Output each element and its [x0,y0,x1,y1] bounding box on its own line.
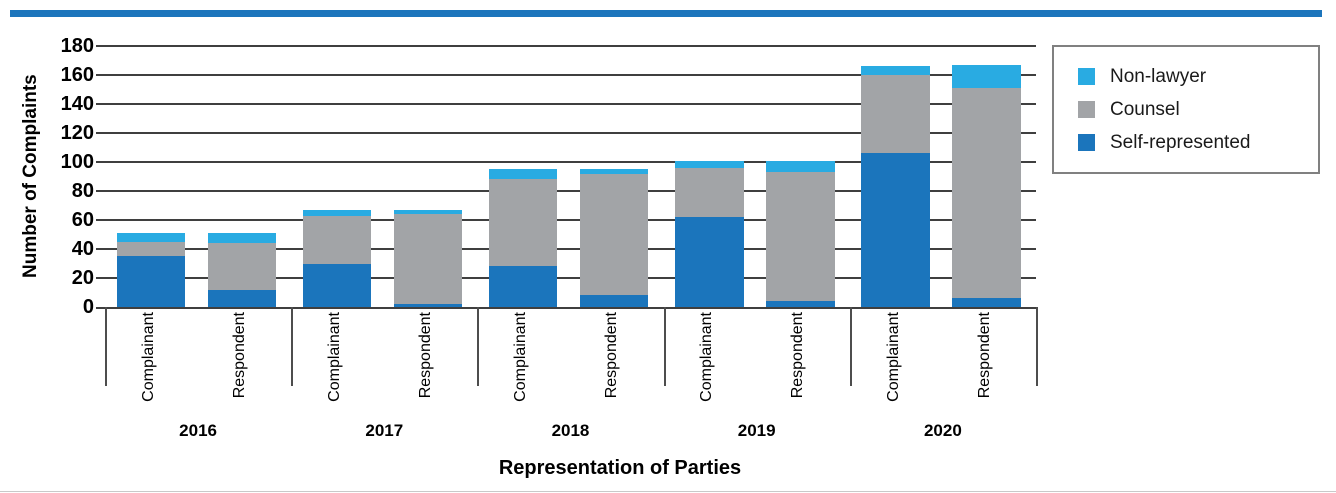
y-tick-label: 80 [71,180,94,202]
year-label-2020: 2020 [923,421,962,440]
legend-item-non-lawyer: Non-lawyer [1078,66,1318,88]
bar-segment-self-represented [393,304,463,307]
legend-item-counsel: Counsel [1078,99,1318,121]
gridline-100 [105,161,1036,163]
bar-segment-counsel [579,173,649,296]
legend-item-self-represented: Self-represented [1078,132,1318,154]
group-separator [291,307,294,386]
category-label-respondent: Respondent [789,312,807,399]
bar-segment-non-lawyer [952,64,1021,89]
gridline-140 [105,103,1036,105]
y-axis-tick [96,74,105,76]
bar-segment-non-lawyer [861,66,930,75]
bar-segment-non-lawyer [488,169,558,180]
year-label-2017: 2017 [365,421,404,440]
legend-label-non-lawyer: Non-lawyer [1110,65,1207,87]
x-axis-title: Representation of Parties [498,457,742,479]
y-axis-tick [96,103,105,105]
bar-segment-counsel [952,88,1021,299]
y-tick-label: 60 [71,209,94,231]
legend: Non-lawyer Counsel Self-represented [1052,45,1320,174]
bar-segment-non-lawyer [675,160,744,168]
gridline-60 [105,219,1036,221]
bar-segment-self-represented [116,256,185,307]
y-axis-tick [96,190,105,192]
gridline-40 [105,248,1036,250]
legend-swatch-self-represented [1078,134,1095,151]
y-axis-tick [96,248,105,250]
bar-segment-non-lawyer [393,209,463,215]
category-label-respondent: Respondent [230,312,248,399]
y-tick-label: 0 [82,296,94,318]
bar-segment-self-represented [579,295,649,307]
bar-segment-self-represented [952,298,1021,307]
gridline-120 [105,132,1036,134]
bar-segment-self-represented [207,289,276,307]
bar-segment-counsel [675,167,744,218]
bar-segment-counsel [302,215,372,264]
group-separator [477,307,480,386]
gridline-80 [105,190,1036,192]
y-axis-tick [96,277,105,279]
bar-segment-counsel [116,241,185,257]
y-tick-label: 180 [60,35,94,57]
bar-segment-self-represented [488,266,558,307]
y-tick-label: 40 [71,238,94,260]
group-separator [849,307,852,386]
legend-label-counsel: Counsel [1110,98,1180,120]
y-tick-label: 120 [60,122,94,144]
category-label-complainant: Complainant [884,312,902,402]
category-label-complainant: Complainant [139,312,157,402]
y-axis-tick [96,161,105,163]
year-label-2016: 2016 [179,421,217,440]
category-label-complainant: Complainant [325,312,343,402]
y-tick-label: 100 [60,151,94,173]
bar-segment-non-lawyer [766,160,835,173]
bar-segment-self-represented [675,217,744,307]
page-bottom-divider [0,491,1336,492]
legend-swatch-non-lawyer [1078,68,1095,85]
plot-area [96,45,1036,309]
category-label-respondent: Respondent [416,312,434,399]
y-tick-label: 140 [60,93,94,115]
category-label-respondent: Respondent [975,312,993,399]
bar-segment-counsel [207,243,276,290]
legend-label-self-represented: Self-represented [1110,131,1251,153]
bar-segment-counsel [861,75,930,154]
bar-segment-self-represented [302,263,372,307]
bar-segment-counsel [488,179,558,267]
bar-segment-self-represented [766,301,835,307]
gridline-20 [105,277,1036,279]
bar-segment-counsel [766,172,835,302]
bar-segment-self-represented [861,153,930,307]
y-axis-tick [96,307,105,309]
gridline-160 [105,74,1036,76]
y-tick-label: 20 [71,267,94,289]
decorative-top-bar [10,10,1322,17]
y-tick-label: 160 [60,64,94,86]
group-separator [1036,307,1038,386]
year-label-2019: 2019 [737,421,776,440]
bar-segment-counsel [393,214,463,305]
category-label-complainant: Complainant [512,312,530,402]
y-axis-tick [96,132,105,134]
bar-segment-non-lawyer [116,233,185,242]
y-axis-tick [96,219,105,221]
category-label-respondent: Respondent [603,312,621,399]
bar-segment-non-lawyer [302,209,372,216]
category-label-complainant: Complainant [698,312,716,402]
group-separator [105,307,107,386]
bar-segment-non-lawyer [579,169,649,174]
group-separator [663,307,666,386]
year-label-2018: 2018 [551,421,590,440]
gridline-180 [105,45,1036,47]
bar-segment-non-lawyer [207,233,276,244]
y-axis-tick [96,45,105,47]
legend-swatch-counsel [1078,101,1095,118]
